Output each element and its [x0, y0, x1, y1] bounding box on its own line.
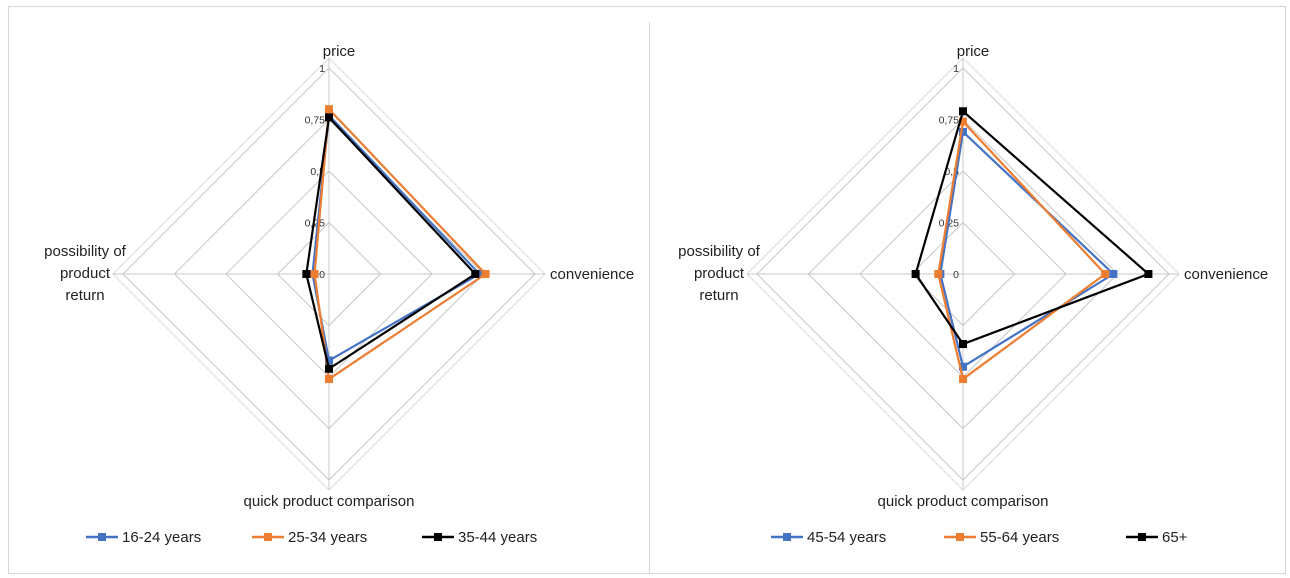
data-point-25-34-years [481, 270, 490, 278]
axis-label-price: price [957, 43, 990, 60]
legend-label: 25-34 years [288, 529, 367, 546]
data-point-55-64-years [1101, 270, 1110, 278]
data-point-35-44-years [302, 270, 311, 278]
tick-label: 0 [953, 269, 959, 281]
legend-item-45-54-years: 45-54 years [771, 529, 886, 546]
tick-label: 1 [953, 63, 959, 75]
legend-item-16-24-years: 16-24 years [86, 529, 201, 546]
data-point-65 [1144, 270, 1153, 278]
axis-label-quick-product-comparison: quick product comparison [244, 493, 415, 510]
tick-label: 0,75 [939, 115, 960, 127]
data-point-55-64-years [934, 270, 943, 278]
legend-label: 55-64 years [980, 529, 1059, 546]
data-point-45-54-years [959, 127, 967, 136]
chart-frame [8, 6, 1286, 574]
legend-swatch-marker [1138, 533, 1146, 541]
axis-label-convenience: convenience [1184, 266, 1268, 283]
series-line-25-34-years [313, 108, 487, 381]
data-point-35-44-years [471, 270, 480, 278]
legend-label: 45-54 years [807, 529, 886, 546]
axis-label-possibility-of-product-return: possibility of product return [44, 243, 127, 304]
data-point-45-54-years [1109, 270, 1118, 278]
data-point-65 [911, 270, 920, 278]
data-point-65 [959, 107, 967, 116]
data-point-35-44-years [325, 364, 333, 373]
tick-label: 1 [319, 63, 325, 75]
legend-item-65: 65+ [1126, 529, 1188, 546]
data-point-45-54-years [959, 362, 967, 371]
legend-swatch-marker [264, 533, 272, 541]
tick-label: 0,75 [305, 115, 326, 127]
legend-label: 35-44 years [458, 529, 537, 546]
data-point-16-24-years [475, 270, 484, 278]
data-point-25-34-years [310, 270, 319, 278]
data-point-25-34-years [325, 105, 333, 114]
data-point-25-34-years [325, 375, 333, 384]
axis-label-quick-product-comparison: quick product comparison [878, 493, 1049, 510]
chart-divider [649, 22, 650, 574]
legend-item-35-44-years: 35-44 years [422, 529, 537, 546]
legend-swatch-marker [783, 533, 791, 541]
tick-label: 0 [319, 269, 325, 281]
legend-swatch-marker [434, 533, 442, 541]
data-point-55-64-years [959, 375, 967, 384]
legend-swatch-marker [956, 533, 964, 541]
legend-item-25-34-years: 25-34 years [252, 529, 367, 546]
data-point-55-64-years [959, 117, 967, 126]
axis-label-price: price [323, 43, 356, 60]
legend-label: 65+ [1162, 529, 1188, 546]
data-point-65 [959, 340, 967, 349]
legend-label: 16-24 years [122, 529, 201, 546]
axis-label-convenience: convenience [550, 266, 634, 283]
axis-label-possibility-of-product-return: possibility of product return [678, 243, 761, 304]
legend-item-55-64-years: 55-64 years [944, 529, 1059, 546]
data-point-16-24-years [325, 356, 333, 365]
legend-swatch-marker [98, 533, 106, 541]
data-point-35-44-years [325, 113, 333, 122]
